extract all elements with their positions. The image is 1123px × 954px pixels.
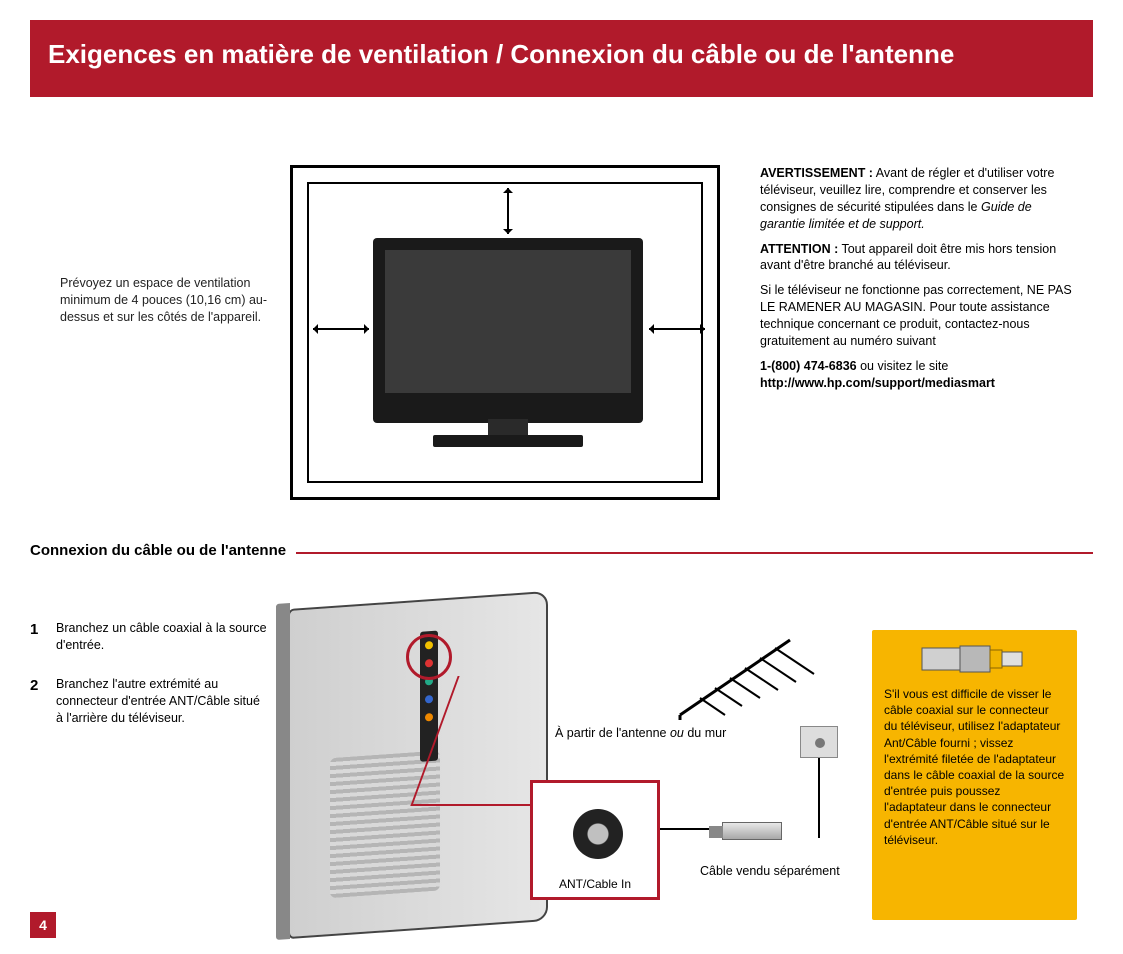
warnings-column: AVERTISSEMENT : Avant de régler et d'uti… bbox=[760, 165, 1075, 400]
zoom-inset: ANT/Cable In bbox=[530, 780, 660, 900]
port-dot bbox=[425, 695, 433, 704]
support-contact: 1-(800) 474-6836 ou visitez le site http… bbox=[760, 358, 1075, 392]
warning-attention: ATTENTION : Tout appareil doit être mis … bbox=[760, 241, 1075, 275]
source-or: ou bbox=[670, 726, 687, 740]
tip-text: S'il vous est difficile de visser le câb… bbox=[884, 686, 1065, 848]
tv-screen bbox=[385, 250, 631, 393]
step-text: Branchez un câble coaxial à la source d'… bbox=[56, 620, 270, 654]
warning-avertissement: AVERTISSEMENT : Avant de régler et d'uti… bbox=[760, 165, 1075, 233]
attn-label: ATTENTION : bbox=[760, 242, 838, 256]
cable-sold-separately: Câble vendu séparément bbox=[700, 864, 840, 878]
step-number: 1 bbox=[30, 620, 46, 654]
adapter-icon bbox=[920, 640, 1030, 678]
source-prefix: À partir de l'antenne bbox=[555, 726, 670, 740]
port-dot bbox=[425, 713, 433, 722]
tv-stand-base bbox=[433, 435, 583, 447]
arrow-left bbox=[313, 328, 369, 330]
wall-outlet-icon bbox=[800, 726, 838, 758]
page-number: 4 bbox=[30, 912, 56, 938]
ventilation-diagram bbox=[290, 165, 720, 500]
antenna-icon bbox=[670, 620, 840, 720]
support-phone: 1-(800) 474-6836 bbox=[760, 359, 857, 373]
section-title: Connexion du câble ou de l'antenne bbox=[30, 542, 296, 560]
step-row: 2 Branchez l'autre extrémité au connecte… bbox=[30, 676, 270, 727]
tv-front-illustration bbox=[373, 238, 643, 423]
tip-box: S'il vous est difficile de visser le câb… bbox=[872, 630, 1077, 920]
step-number: 2 bbox=[30, 676, 46, 727]
arrow-right bbox=[649, 328, 705, 330]
page-title: Exigences en matière de ventilation / Co… bbox=[48, 39, 954, 69]
ant-connector-icon bbox=[573, 809, 623, 859]
source-suffix: du mur bbox=[687, 726, 726, 740]
cable-line bbox=[818, 758, 820, 838]
support-url: http://www.hp.com/support/mediasmart bbox=[760, 375, 995, 392]
support-or: ou visitez le site bbox=[860, 359, 948, 373]
support-text: Si le téléviseur ne fonctionne pas corre… bbox=[760, 282, 1075, 350]
page-number-value: 4 bbox=[39, 917, 47, 933]
arrow-top bbox=[507, 188, 509, 234]
page-header: Exigences en matière de ventilation / Co… bbox=[30, 20, 1093, 97]
callout-circle bbox=[406, 634, 452, 680]
step-text: Branchez l'autre extrémité au connecteur… bbox=[56, 676, 270, 727]
source-label: À partir de l'antenne ou du mur bbox=[555, 726, 726, 740]
ventilation-note: Prévoyez un espace de ventilation minimu… bbox=[60, 275, 270, 326]
avert-label: AVERTISSEMENT : bbox=[760, 166, 873, 180]
tv-rear-edge bbox=[276, 603, 290, 940]
coax-plug-icon bbox=[722, 822, 782, 840]
steps-list: 1 Branchez un câble coaxial à la source … bbox=[30, 620, 270, 748]
step-row: 1 Branchez un câble coaxial à la source … bbox=[30, 620, 270, 654]
zoom-label: ANT/Cable In bbox=[533, 877, 657, 891]
